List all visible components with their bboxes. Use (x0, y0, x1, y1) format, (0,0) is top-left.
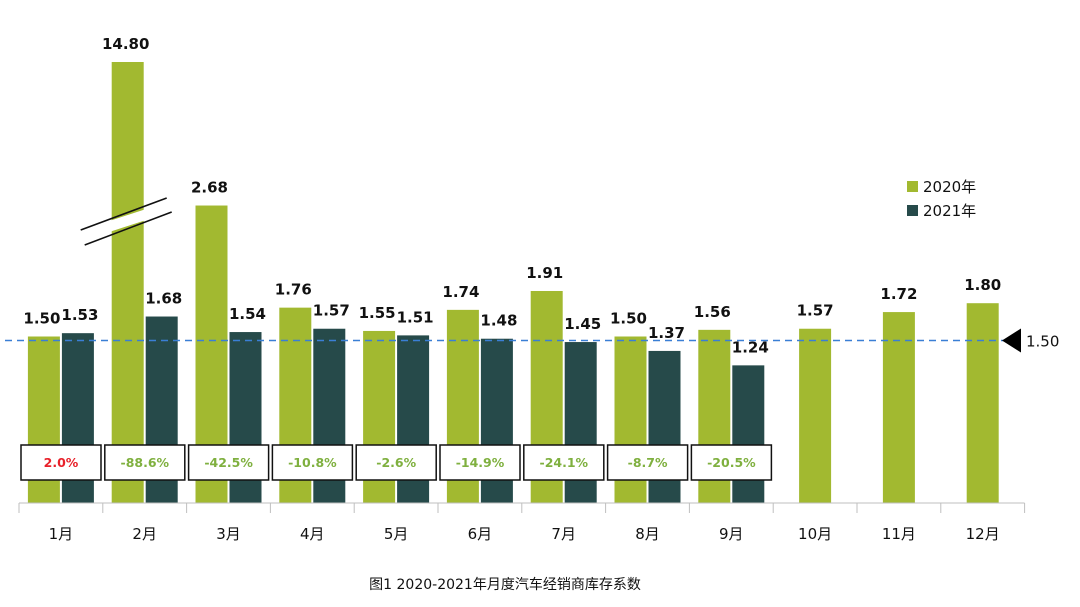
yoy-box-6月 (439, 444, 521, 481)
value-label-2020-1月: 1.50 (23, 310, 60, 328)
value-label-2021-6月: 1.48 (480, 312, 517, 330)
legend-swatch-2020年 (907, 181, 918, 192)
legend-group: 2020年 2021年 (907, 178, 976, 220)
x-tick-7月: 7月 (551, 525, 576, 543)
x-tick-10月: 10月 (798, 525, 832, 543)
bar-2020-10月 (799, 328, 832, 503)
x-tick-8月: 8月 (635, 525, 660, 543)
x-tick-2月: 2月 (132, 525, 157, 543)
yoy-label-2月: -88.6% (121, 455, 170, 470)
value-label-2020-12月: 1.80 (964, 276, 1001, 294)
value-label-2021-5月: 1.51 (397, 308, 434, 326)
value-label-2020-2月: 14.80 (102, 35, 149, 53)
x-axis-group: 1月 2月 3月 4月 5月 6月 7月 8月 9月 10月 11月 12月 (18, 502, 1026, 543)
yoy-label-1月: 2.0% (44, 455, 79, 470)
yoy-label-6月: -14.9% (456, 455, 505, 470)
axis-break-line (80, 197, 167, 231)
yoy-label-7月: -24.1% (540, 455, 589, 470)
value-label-2020-9月: 1.56 (694, 303, 731, 321)
yoy-box-4月 (271, 444, 354, 481)
value-label-2020-10月: 1.57 (797, 302, 834, 320)
value-label-2021-8月: 1.37 (648, 324, 685, 342)
yoy-box-2月 (104, 444, 186, 481)
x-tick-1月: 1月 (49, 525, 74, 543)
axis-break-line (84, 211, 172, 246)
value-label-2021-9月: 1.24 (732, 338, 769, 356)
value-label-2020-8月: 1.50 (610, 310, 647, 328)
value-label-2020-11月: 1.72 (880, 285, 917, 303)
reference-line-group: 1.50 (5, 328, 1059, 353)
yoy-box-9月 (690, 444, 773, 481)
reference-label: 1.50 (1026, 333, 1059, 351)
value-label-2020-3月: 2.68 (191, 179, 228, 197)
x-tick-5月: 5月 (384, 525, 409, 543)
yoy-box-5月 (355, 444, 437, 481)
x-tick-11月: 11月 (882, 525, 916, 543)
x-tick-6月: 6月 (468, 525, 493, 543)
x-tick-12月: 12月 (966, 525, 1000, 543)
yoy-label-5月: -2.6% (376, 455, 416, 470)
bars-group (27, 62, 999, 503)
value-label-2020-7月: 1.91 (526, 264, 563, 282)
legend-swatch-2021年 (907, 205, 918, 216)
x-tick-3月: 3月 (216, 525, 241, 543)
chart-caption: 图1 2020-2021年月度汽车经销商库存系数 (369, 576, 641, 593)
value-label-2020-5月: 1.55 (359, 304, 396, 322)
yoy-box-8月 (606, 444, 689, 481)
value-label-2021-7月: 1.45 (564, 315, 601, 333)
value-label-2021-3月: 1.54 (229, 305, 266, 323)
bar-2020-12月 (966, 303, 999, 503)
yoy-box-7月 (523, 444, 605, 481)
value-label-2021-4月: 1.57 (313, 302, 350, 320)
axis-break-gap (81, 200, 174, 241)
bar-2021-9月 (732, 365, 765, 503)
yoy-label-8月: -8.7% (628, 455, 668, 470)
legend-label-2021年: 2021年 (923, 202, 976, 220)
yoy-label-4月: -10.8% (288, 455, 337, 470)
value-label-2021-2月: 1.68 (145, 290, 182, 308)
x-tick-9月: 9月 (719, 525, 744, 543)
yoy-box-3月 (187, 444, 270, 481)
reference-arrow-icon (1002, 328, 1021, 353)
value-label-2020-6月: 1.74 (442, 283, 479, 301)
value-label-2021-1月: 1.53 (61, 306, 98, 324)
x-tick-4月: 4月 (300, 525, 325, 543)
bar-2020-11月 (882, 312, 915, 503)
yoy-boxes-group: 2.0% -88.6% -42.5% -10.8% -2.6% -14.9% -24.1% -… (20, 444, 773, 481)
yoy-box-1月 (20, 444, 102, 481)
legend-label-2020年: 2020年 (923, 178, 976, 196)
value-label-2020-4月: 1.76 (275, 281, 312, 299)
yoy-label-3月: -42.5% (204, 455, 253, 470)
yoy-label-9月: -20.5% (707, 455, 756, 470)
bar-2020-2月 (111, 62, 144, 503)
